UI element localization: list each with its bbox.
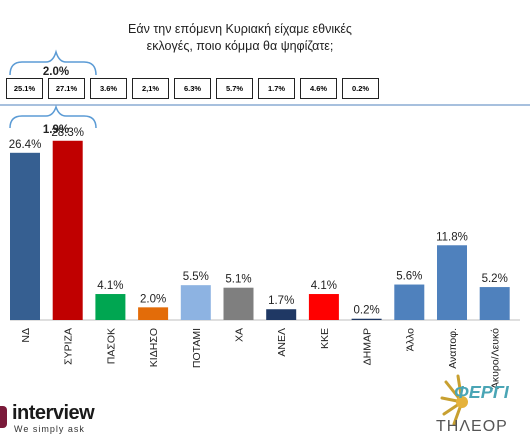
gap-current-label: 1.9%: [43, 124, 69, 136]
logo-tagline: We simply ask: [14, 424, 85, 434]
category-label: ΚΙΔΗΣΟ: [148, 328, 160, 367]
previous-result-box: 5.7%: [216, 78, 253, 99]
bar: [437, 245, 467, 320]
previous-result-box: 1.7%: [258, 78, 295, 99]
category-label: ΠΑΣΟΚ: [105, 328, 117, 364]
category-label: ΠΟΤΑΜΙ: [191, 328, 203, 368]
bar-value-label: 26.4%: [9, 139, 42, 151]
previous-result-box: 27.1%: [48, 78, 85, 99]
bar-value-label: 5.5%: [183, 271, 209, 283]
bar: [266, 309, 297, 320]
bar-value-label: 4.1%: [311, 280, 337, 292]
category-label: ΚΚΕ: [319, 328, 331, 349]
logo-name: interview: [12, 402, 95, 424]
previous-result-box: 25.1%: [6, 78, 43, 99]
partner-line1: ΦΕΡΓΙ: [454, 382, 509, 402]
bar-value-label: 0.2%: [353, 305, 379, 317]
bar: [479, 287, 510, 320]
bracket-previous: [9, 49, 97, 76]
category-label: Αναποφ.: [447, 328, 459, 369]
bar-value-label: 5.2%: [482, 273, 508, 285]
bar: [10, 152, 40, 320]
bracket-current: [9, 104, 97, 129]
bar: [52, 140, 83, 320]
previous-result-box: 3.6%: [90, 78, 127, 99]
bar: [138, 307, 169, 320]
category-label: ΣΥΡΙΖΑ: [63, 328, 75, 365]
previous-result-box: 2,1%: [132, 78, 169, 99]
bar: [95, 294, 126, 320]
bar: [394, 284, 425, 320]
category-label: Άκυρο/Λευκό: [490, 328, 502, 389]
previous-result-box: 0.2%: [342, 78, 379, 99]
previous-result-box: 6.3%: [174, 78, 211, 99]
bars-group: 26.4% ΝΔ 28.3% ΣΥΡΙΖΑ 4.1% ΠΑΣΟΚ 2.0% ΚΙΔΗΣΟ 5.5…: [9, 127, 510, 389]
bar: [308, 294, 339, 320]
bar-value-label: 4.1%: [97, 280, 123, 292]
sunburst-icon: [440, 374, 468, 426]
previous-result-box: 4.6%: [300, 78, 337, 99]
bar-value-label: 5.6%: [396, 271, 422, 283]
chart-title-line2: εκλογές, ποιο κόμμα θα ψηφίζατε;: [146, 39, 334, 53]
logo-mark: [0, 406, 7, 428]
bar: [223, 287, 254, 320]
gap-previous-label: 2.0%: [43, 66, 69, 78]
bar-value-label: 11.8%: [436, 231, 468, 243]
partner-line2: ΤΗΛΕΟΡ: [436, 418, 508, 435]
category-label: ΧΑ: [234, 328, 246, 342]
bar-value-label: 28.3%: [51, 127, 84, 139]
category-label: ΑΝΕΛ: [276, 328, 288, 357]
bar: [351, 318, 382, 320]
bar-value-label: 2.0%: [140, 293, 166, 305]
bar-value-label: 1.7%: [268, 295, 294, 307]
bar: [180, 285, 211, 320]
category-label: ΝΔ: [20, 328, 32, 343]
category-label: Άλλο: [404, 328, 416, 351]
partner-logo: ΦΕΡΓΙ ΤΗΛΕΟΡ: [432, 362, 530, 442]
bar-value-label: 5.1%: [225, 274, 251, 286]
chart-title-line1: Εάν την επόμενη Κυριακή είχαμε εθνικές: [128, 22, 352, 36]
category-label: ΔΗΜΑΡ: [362, 328, 374, 365]
